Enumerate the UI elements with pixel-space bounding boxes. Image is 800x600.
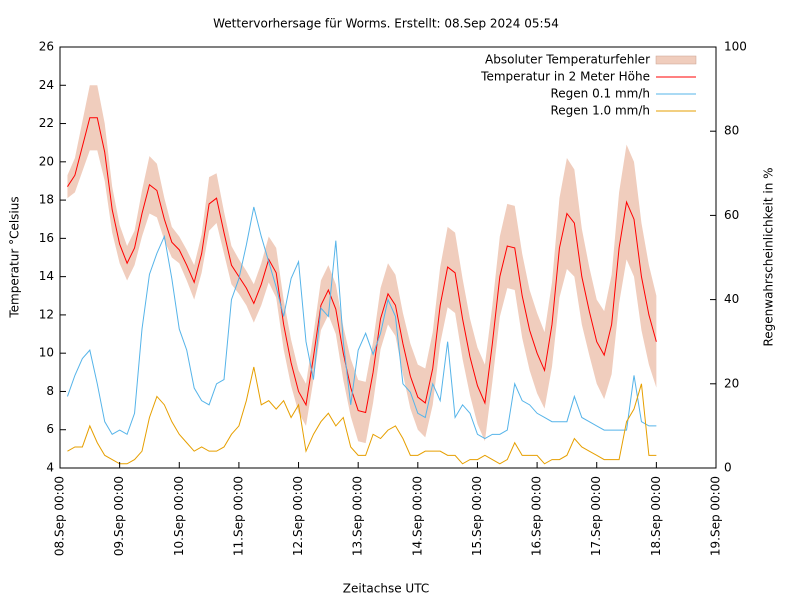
data-line bbox=[67, 117, 657, 414]
y-tick-label: 6 bbox=[46, 422, 54, 436]
x-tick-label: 10.Sep 00:00 bbox=[172, 476, 186, 556]
y2-tick-label: 80 bbox=[724, 124, 739, 138]
x-tick-label: 08.Sep 00:00 bbox=[53, 476, 67, 556]
x-tick-label: 19.Sep 00:00 bbox=[709, 476, 723, 556]
error-band bbox=[67, 85, 657, 444]
y-axis-label: Temperatur °Celsius bbox=[8, 196, 22, 318]
y-tick-label: 16 bbox=[39, 231, 54, 245]
x-tick-label: 16.Sep 00:00 bbox=[530, 476, 544, 556]
y-tick-label: 14 bbox=[39, 269, 54, 283]
y-tick-label: 12 bbox=[39, 307, 54, 321]
y2-tick-label: 100 bbox=[724, 40, 747, 54]
y2-tick-label: 0 bbox=[724, 461, 732, 475]
legend-label: Temperatur in 2 Meter Höhe bbox=[480, 70, 650, 84]
y2-tick-label: 20 bbox=[724, 376, 739, 390]
y-tick-label: 20 bbox=[39, 154, 54, 168]
x-tick-label: 17.Sep 00:00 bbox=[589, 476, 603, 556]
x-tick-label: 18.Sep 00:00 bbox=[649, 476, 663, 556]
y2-axis-label: Regenwahrscheinlichkeit in % bbox=[762, 167, 776, 346]
data-line bbox=[67, 366, 657, 465]
y2-tick-label: 60 bbox=[724, 208, 739, 222]
legend-swatch bbox=[655, 55, 697, 65]
data-line bbox=[66, 206, 657, 440]
y-tick-label: 18 bbox=[39, 193, 54, 207]
x-tick-label: 13.Sep 00:00 bbox=[351, 476, 365, 556]
chart-title: Wettervorhersage für Worms. Erstellt: 08… bbox=[213, 17, 559, 31]
x-tick-label: 12.Sep 00:00 bbox=[291, 476, 305, 556]
y-tick-label: 4 bbox=[46, 461, 54, 475]
y2-tick-label: 40 bbox=[724, 292, 739, 306]
plot-frame bbox=[59, 46, 717, 469]
y-tick-label: 22 bbox=[39, 116, 54, 130]
y-tick-label: 26 bbox=[39, 40, 54, 54]
y-tick-label: 24 bbox=[39, 78, 54, 92]
x-axis-label: Zeitachse UTC bbox=[343, 582, 429, 596]
x-tick-label: 11.Sep 00:00 bbox=[231, 476, 245, 556]
legend-label: Regen 1.0 mm/h bbox=[550, 104, 650, 118]
y-tick-label: 8 bbox=[46, 384, 54, 398]
legend-label: Regen 0.1 mm/h bbox=[550, 87, 650, 101]
x-tick-label: 15.Sep 00:00 bbox=[470, 476, 484, 556]
x-tick-label: 09.Sep 00:00 bbox=[112, 476, 126, 556]
y-tick-label: 10 bbox=[39, 346, 54, 360]
x-tick-label: 14.Sep 00:00 bbox=[410, 476, 424, 556]
legend-label: Absoluter Temperaturfehler bbox=[485, 53, 650, 67]
